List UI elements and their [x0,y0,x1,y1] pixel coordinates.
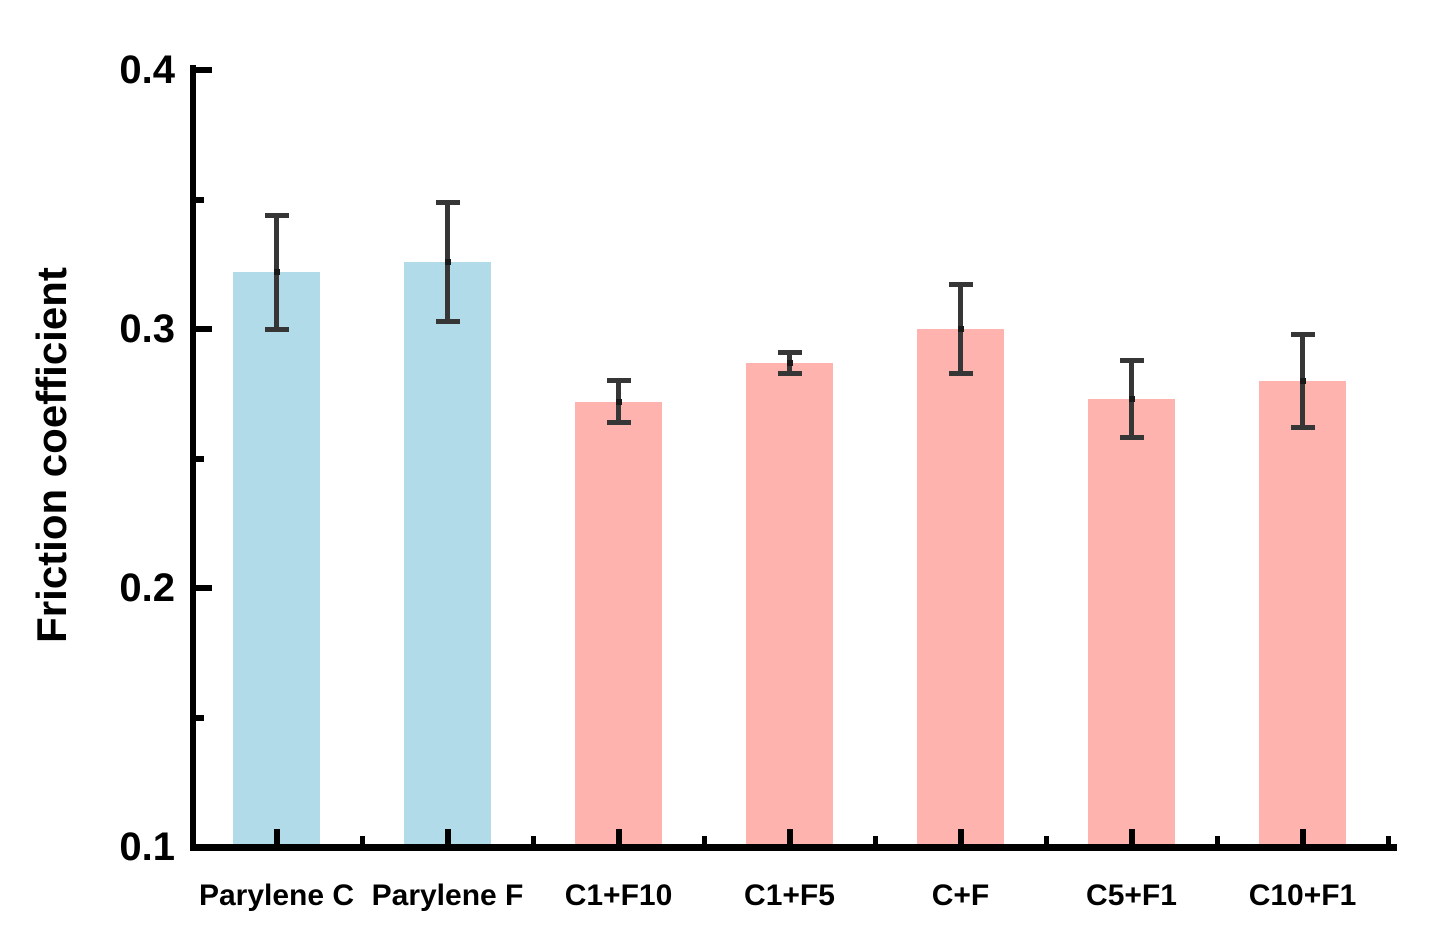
error-bar-cap-top [264,212,289,218]
x-major-tick [444,829,451,851]
error-bar-cap-top [1290,331,1315,337]
x-minor-tick [359,836,365,851]
y-axis-title: Friction coefficient [28,267,75,643]
error-bar-cap-bottom [948,370,973,376]
y-major-tick [190,844,212,850]
error-bar-cap-bottom [1290,424,1315,430]
y-major-tick [190,585,212,591]
y-minor-tick [190,714,204,721]
x-minor-tick [701,836,707,851]
x-major-tick [786,829,793,851]
x-minor-tick [1043,836,1049,851]
bar-c10-f1 [1259,380,1346,851]
y-tick-label: 0.2 [119,566,175,610]
mean-marker-dot [1299,377,1306,384]
x-major-tick [957,829,964,851]
error-bar-cap-bottom [606,419,631,425]
bar-parylene-c [233,272,320,851]
y-tick-label: 0.4 [119,48,175,92]
bar-c1-f5 [746,362,833,851]
x-major-tick [615,829,622,851]
x-tick-label-parylene-f: Parylene F [371,879,524,912]
x-minor-tick [1214,836,1220,851]
error-bar-cap-top [606,378,631,384]
mean-marker-dot [273,269,280,276]
y-tick-label: 0.3 [119,307,175,351]
y-tick-label: 0.1 [119,825,175,869]
x-major-tick [1299,829,1306,851]
x-tick-label-c5-f1: C5+F1 [1086,879,1177,912]
error-bar-cap-top [1119,357,1144,363]
y-major-tick [190,67,212,73]
y-major-tick [190,326,212,332]
x-tick-label-c1-f5: C1+F5 [744,879,835,912]
error-bar-cap-top [435,199,460,205]
x-major-tick [1128,829,1135,851]
error-bar-cap-bottom [1119,435,1144,441]
mean-marker-dot [444,258,451,265]
x-minor-tick [872,836,878,851]
mean-marker-dot [786,359,793,366]
bar-c-f [917,329,1004,851]
mean-marker-dot [957,326,964,332]
y-minor-tick [190,196,204,203]
x-axis-line [190,844,1397,851]
x-tick-label-c-f: C+F [931,879,990,912]
error-bar-cap-top [948,282,973,288]
x-minor-tick [1385,836,1391,851]
error-bar-cap-top [777,349,802,355]
x-tick-label-c10-f1: C10+F1 [1248,879,1357,912]
mean-marker-dot [615,398,622,405]
x-minor-tick [530,836,536,851]
bar-c5-f1 [1088,398,1175,851]
y-minor-tick [190,455,204,462]
error-bar-cap-bottom [777,370,802,376]
bar-c1-f10 [575,401,662,851]
mean-marker-dot [1128,395,1135,402]
x-tick-label-c1-f10: C1+F10 [564,879,673,912]
error-bar-cap-bottom [435,318,460,324]
bar-parylene-f [404,261,491,851]
x-major-tick [273,829,280,851]
x-tick-label-parylene-c: Parylene C [198,879,355,912]
error-bar-cap-bottom [264,326,289,332]
